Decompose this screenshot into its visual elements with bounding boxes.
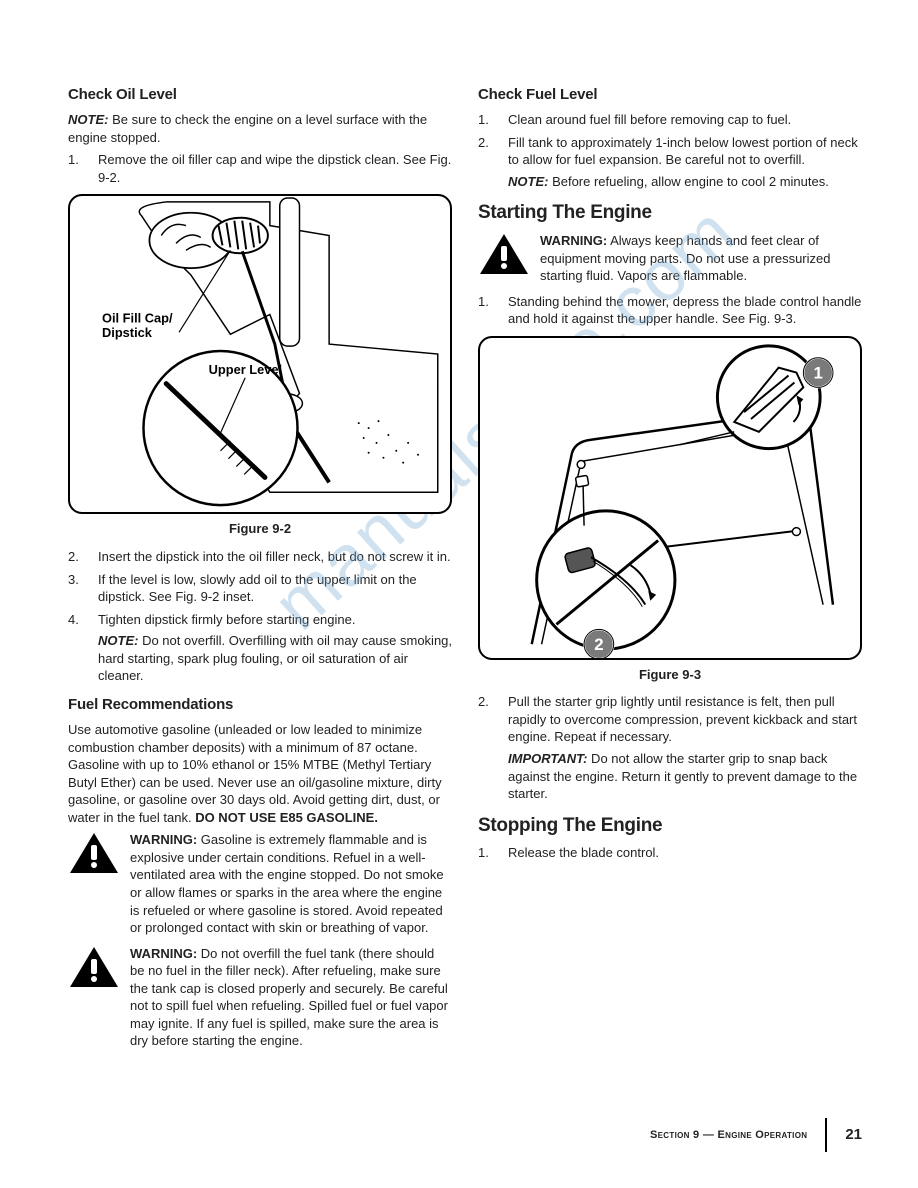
left-column: Check Oil Level NOTE: Be sure to check t… bbox=[68, 85, 452, 1058]
warning-icon bbox=[68, 831, 120, 877]
heading-starting: Starting The Engine bbox=[478, 200, 862, 226]
warning-label: WARNING: bbox=[130, 832, 197, 847]
fuel-step-2: 2. Fill tank to approximately 1-inch bel… bbox=[478, 134, 862, 191]
heading-fuel-rec: Fuel Recommendations bbox=[68, 695, 452, 715]
figure-9-3-svg: 1 2 bbox=[480, 338, 860, 658]
list-text: Pull the starter grip lightly until resi… bbox=[508, 693, 862, 802]
warning-starting: WARNING: Always keep hands and feet clea… bbox=[478, 232, 862, 285]
figure-9-3-caption: Figure 9-3 bbox=[478, 666, 862, 684]
warning-body: Do not overfill the fuel tank (there sho… bbox=[130, 946, 448, 1049]
page-number: 21 bbox=[845, 1125, 862, 1145]
figure-9-2-svg: Oil Fill Cap/ Dipstick Upper Level bbox=[70, 196, 450, 512]
list-number: 1. bbox=[478, 293, 508, 328]
start-step-2: 2. Pull the starter grip lightly until r… bbox=[478, 693, 862, 802]
start-step-1: 1. Standing behind the mower, depress th… bbox=[478, 293, 862, 328]
step4-note: NOTE: Do not overfill. Overfilling with … bbox=[98, 632, 452, 685]
footer-divider bbox=[825, 1118, 827, 1152]
oil-step-3: 3. If the level is low, slowly add oil t… bbox=[68, 571, 452, 606]
heading-check-oil: Check Oil Level bbox=[68, 85, 452, 105]
fig-label-oilcap: Oil Fill Cap/ bbox=[102, 311, 173, 326]
list-number: 2. bbox=[478, 693, 508, 802]
step2-note: NOTE: Before refueling, allow engine to … bbox=[508, 173, 862, 191]
list-number: 1. bbox=[68, 151, 98, 186]
warning-icon bbox=[478, 232, 530, 278]
note-text: Be sure to check the engine on a level s… bbox=[68, 112, 427, 145]
figure-9-3: 1 2 bbox=[478, 336, 862, 660]
warning-text: WARNING: Do not overfill the fuel tank (… bbox=[130, 945, 452, 1050]
heading-stopping: Stopping The Engine bbox=[478, 813, 862, 839]
list-number: 2. bbox=[478, 134, 508, 191]
step2-text: Fill tank to approximately 1-inch below … bbox=[508, 135, 858, 168]
list-text: Release the blade control. bbox=[508, 844, 862, 862]
warning-label: WARNING: bbox=[540, 233, 607, 248]
two-column-layout: Check Oil Level NOTE: Be sure to check t… bbox=[68, 85, 862, 1058]
fuel-rec-bold: DO NOT USE E85 GASOLINE. bbox=[195, 810, 378, 825]
page-footer: Section 9 — Engine Operation 21 bbox=[650, 1118, 862, 1152]
oil-step-1: 1. Remove the oil filler cap and wipe th… bbox=[68, 151, 452, 186]
warning-text: WARNING: Gasoline is extremely flammable… bbox=[130, 831, 452, 936]
list-number: 4. bbox=[68, 611, 98, 685]
list-number: 2. bbox=[68, 548, 98, 566]
list-text: If the level is low, slowly add oil to t… bbox=[98, 571, 452, 606]
figure-9-2-caption: Figure 9-2 bbox=[68, 520, 452, 538]
right-column: Check Fuel Level 1. Clean around fuel fi… bbox=[478, 85, 862, 1058]
list-number: 1. bbox=[478, 844, 508, 862]
fuel-rec-para: Use automotive gasoline (unleaded or low… bbox=[68, 721, 452, 826]
step2-text: Pull the starter grip lightly until resi… bbox=[508, 694, 857, 744]
warning-flammable: WARNING: Gasoline is extremely flammable… bbox=[68, 831, 452, 936]
oil-step-4: 4. Tighten dipstick firmly before starti… bbox=[68, 611, 452, 685]
fig-label-upper: Upper Level bbox=[209, 362, 282, 377]
warning-body: Gasoline is extremely flammable and is e… bbox=[130, 832, 444, 935]
svg-text:2: 2 bbox=[594, 635, 603, 654]
warning-text: WARNING: Always keep hands and feet clea… bbox=[540, 232, 862, 285]
fig-label-dipstick: Dipstick bbox=[102, 326, 153, 341]
warning-icon bbox=[68, 945, 120, 991]
warning-label: WARNING: bbox=[130, 946, 197, 961]
oil-step-2: 2. Insert the dipstick into the oil fill… bbox=[68, 548, 452, 566]
oil-note: NOTE: Be sure to check the engine on a l… bbox=[68, 111, 452, 146]
note-label: NOTE: bbox=[68, 112, 108, 127]
list-text: Insert the dipstick into the oil filler … bbox=[98, 548, 452, 566]
figure-9-2: Oil Fill Cap/ Dipstick Upper Level bbox=[68, 194, 452, 514]
list-number: 1. bbox=[478, 111, 508, 129]
fuel-step-1: 1. Clean around fuel fill before removin… bbox=[478, 111, 862, 129]
list-text: Tighten dipstick firmly before starting … bbox=[98, 611, 452, 685]
list-text: Fill tank to approximately 1-inch below … bbox=[508, 134, 862, 191]
list-text: Standing behind the mower, depress the b… bbox=[508, 293, 862, 328]
note-label: NOTE: bbox=[98, 633, 138, 648]
note-text: Do not overfill. Overfilling with oil ma… bbox=[98, 633, 452, 683]
list-number: 3. bbox=[68, 571, 98, 606]
note-text: Before refueling, allow engine to cool 2… bbox=[548, 174, 828, 189]
stop-step-1: 1. Release the blade control. bbox=[478, 844, 862, 862]
list-text: Clean around fuel fill before removing c… bbox=[508, 111, 862, 129]
warning-overfill: WARNING: Do not overfill the fuel tank (… bbox=[68, 945, 452, 1050]
heading-check-fuel: Check Fuel Level bbox=[478, 85, 862, 105]
note-label: NOTE: bbox=[508, 174, 548, 189]
step4-text: Tighten dipstick firmly before starting … bbox=[98, 612, 355, 627]
important-note: IMPORTANT: Do not allow the starter grip… bbox=[508, 750, 862, 803]
footer-section: Section 9 — Engine Operation bbox=[650, 1128, 807, 1143]
svg-text:1: 1 bbox=[813, 363, 822, 382]
important-label: IMPORTANT: bbox=[508, 751, 587, 766]
list-text: Remove the oil filler cap and wipe the d… bbox=[98, 151, 452, 186]
